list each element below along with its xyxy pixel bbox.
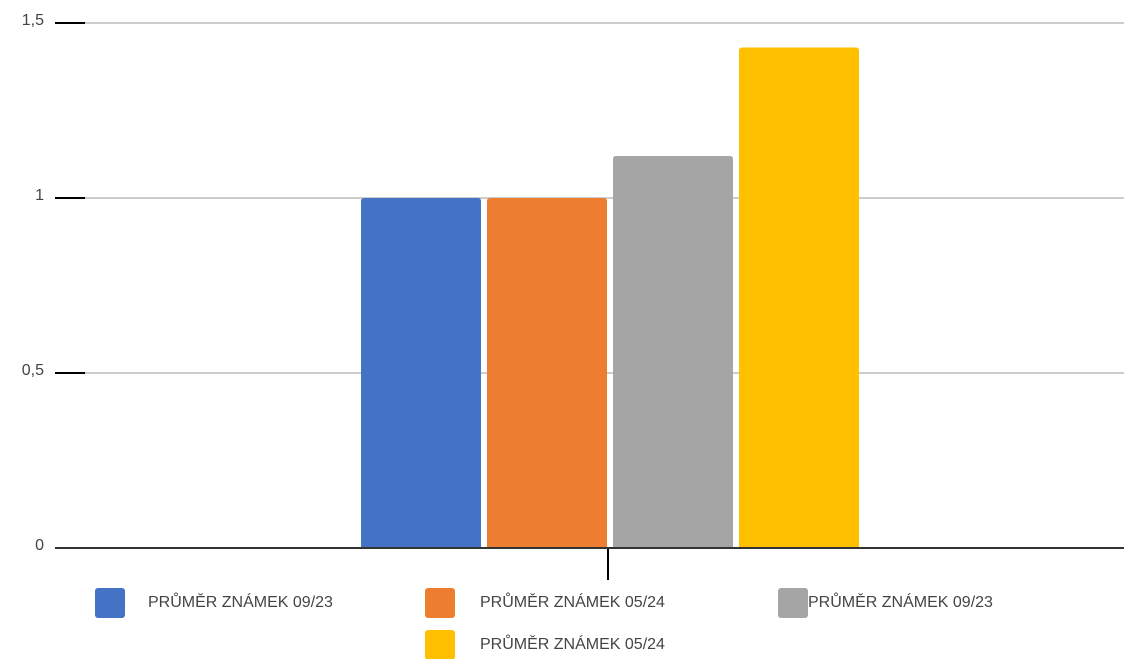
legend-label: PRŮMĚR ZNÁMEK 05/24 — [480, 634, 665, 653]
legend-label: PRŮMĚR ZNÁMEK 09/23 — [148, 592, 333, 611]
legend-swatch — [778, 588, 808, 618]
bar — [739, 47, 859, 548]
legend-swatch — [425, 630, 455, 659]
bar — [613, 156, 733, 548]
y-tick-label: 1,5 — [22, 12, 44, 29]
legend-label: PRŮMĚR ZNÁMEK 09/23 — [808, 592, 993, 611]
legend-swatch — [95, 588, 125, 618]
bar — [487, 198, 607, 548]
legend-label: PRŮMĚR ZNÁMEK 05/24 — [480, 592, 665, 611]
y-tick-label: 0,5 — [22, 362, 44, 379]
y-tick-label: 1 — [35, 187, 44, 204]
legend-swatch — [425, 588, 455, 618]
bar — [361, 198, 481, 548]
y-tick-label: 0 — [35, 537, 44, 554]
